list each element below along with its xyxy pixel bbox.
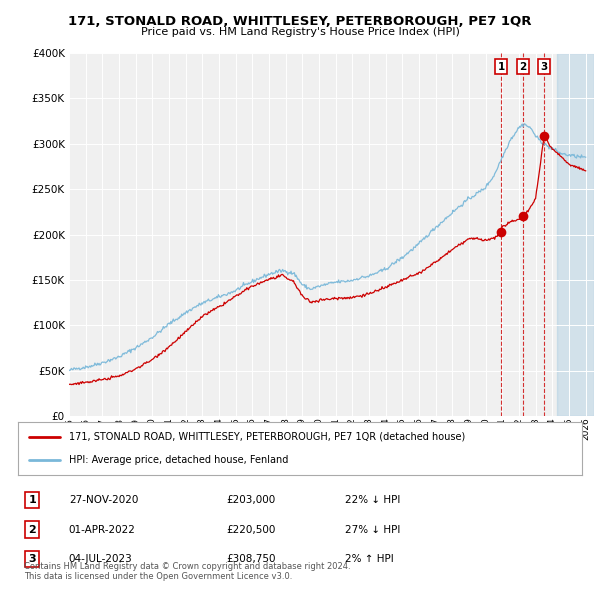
Text: 2% ↑ HPI: 2% ↑ HPI xyxy=(345,554,394,564)
Text: £308,750: £308,750 xyxy=(227,554,276,564)
Text: Contains HM Land Registry data © Crown copyright and database right 2024.
This d: Contains HM Land Registry data © Crown c… xyxy=(24,562,350,581)
Text: 1: 1 xyxy=(28,495,36,505)
Text: Price paid vs. HM Land Registry's House Price Index (HPI): Price paid vs. HM Land Registry's House … xyxy=(140,27,460,37)
Bar xyxy=(557,53,594,416)
Text: 04-JUL-2023: 04-JUL-2023 xyxy=(69,554,133,564)
Text: 2: 2 xyxy=(28,525,36,535)
Text: 27% ↓ HPI: 27% ↓ HPI xyxy=(345,525,400,535)
Text: 01-APR-2022: 01-APR-2022 xyxy=(69,525,136,535)
Text: 3: 3 xyxy=(541,62,548,72)
Text: 1: 1 xyxy=(497,62,505,72)
Text: £203,000: £203,000 xyxy=(227,495,276,505)
Text: 27-NOV-2020: 27-NOV-2020 xyxy=(69,495,138,505)
Text: £220,500: £220,500 xyxy=(227,525,276,535)
Text: HPI: Average price, detached house, Fenland: HPI: Average price, detached house, Fenl… xyxy=(69,455,288,465)
Text: 171, STONALD ROAD, WHITTLESEY, PETERBOROUGH, PE7 1QR: 171, STONALD ROAD, WHITTLESEY, PETERBORO… xyxy=(68,15,532,28)
Text: 2: 2 xyxy=(520,62,527,72)
Text: 3: 3 xyxy=(28,554,36,564)
Text: 22% ↓ HPI: 22% ↓ HPI xyxy=(345,495,400,505)
Text: 171, STONALD ROAD, WHITTLESEY, PETERBOROUGH, PE7 1QR (detached house): 171, STONALD ROAD, WHITTLESEY, PETERBORO… xyxy=(69,432,465,442)
